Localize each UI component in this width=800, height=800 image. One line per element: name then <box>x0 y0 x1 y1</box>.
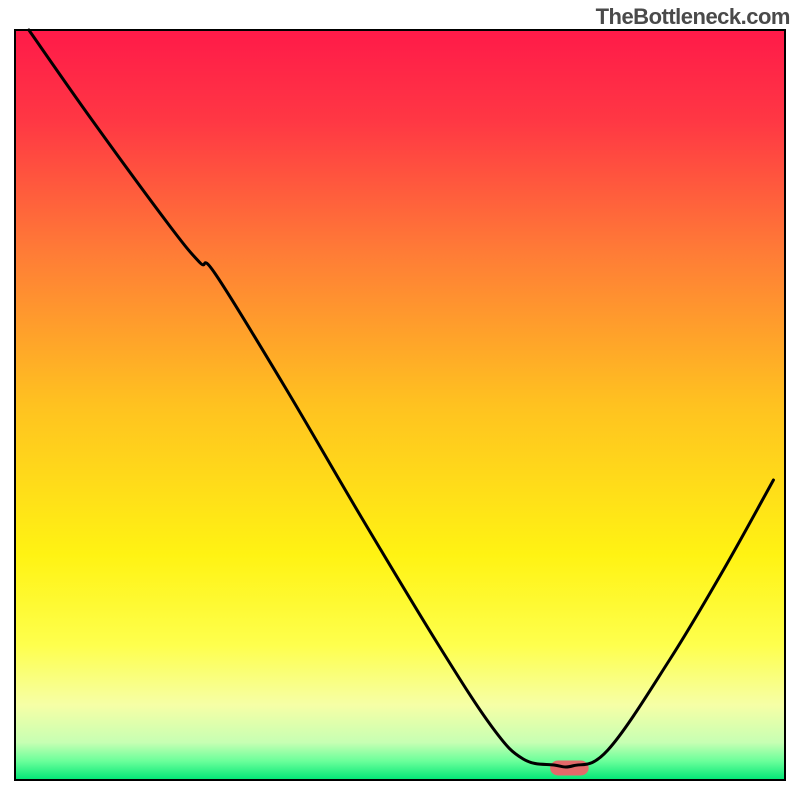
watermark-text: TheBottleneck.com <box>596 4 790 30</box>
bottleneck-chart <box>0 0 800 800</box>
chart-container: TheBottleneck.com <box>0 0 800 800</box>
